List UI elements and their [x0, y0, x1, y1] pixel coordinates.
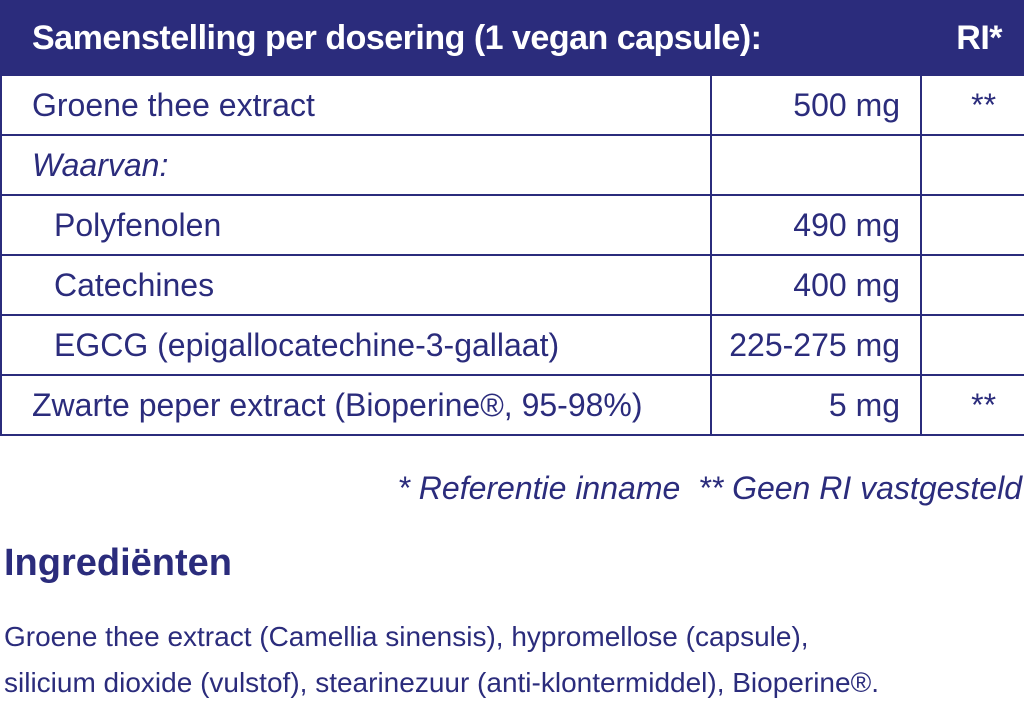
ingredient-name: Catechines — [0, 254, 712, 316]
table-row: Zwarte peper extract (Bioperine®, 95-98%… — [0, 374, 1024, 436]
table-row: Polyfenolen 490 mg — [0, 194, 1024, 256]
ingredient-name: Waarvan: — [0, 134, 712, 196]
footnote-ri: * Referentie inname — [397, 470, 681, 506]
table-row: EGCG (epigallocatechine-3-gallaat) 225-2… — [0, 314, 1024, 376]
table-header-row: Samenstelling per dosering (1 vegan caps… — [0, 0, 1024, 76]
ingredient-name: Zwarte peper extract (Bioperine®, 95-98%… — [0, 374, 712, 436]
ingredient-ri: ** — [920, 74, 1024, 136]
ingredient-ri — [920, 134, 1024, 196]
ingredient-amount: 500 mg — [709, 74, 923, 136]
ingredients-line: silicium dioxide (vulstof), stearinezuur… — [4, 667, 879, 698]
footnote-no-ri: ** Geen RI vastgesteld — [698, 470, 1022, 506]
ingredient-name: Polyfenolen — [0, 194, 712, 256]
table-row: Catechines 400 mg — [0, 254, 1024, 316]
ingredient-amount — [709, 134, 923, 196]
ingredient-ri — [920, 194, 1024, 256]
ingredients-text: Groene thee extract (Camellia sinensis),… — [4, 614, 1020, 706]
ingredients-heading: Ingrediënten — [4, 542, 233, 584]
ingredient-amount: 5 mg — [709, 374, 923, 436]
table-header-title: Samenstelling per dosering (1 vegan caps… — [0, 0, 923, 76]
ingredient-amount: 400 mg — [709, 254, 923, 316]
table-row: Waarvan: — [0, 134, 1024, 196]
ingredient-amount: 225-275 mg — [709, 314, 923, 376]
table-header-ri: RI* — [920, 0, 1024, 76]
ingredients-line: Groene thee extract (Camellia sinensis),… — [4, 621, 809, 652]
table-row: Groene thee extract 500 mg ** — [0, 74, 1024, 136]
ingredient-name: Groene thee extract — [0, 74, 712, 136]
composition-table: Samenstelling per dosering (1 vegan caps… — [0, 0, 1024, 436]
ingredient-ri: ** — [920, 374, 1024, 436]
ingredient-name: EGCG (epigallocatechine-3-gallaat) — [0, 314, 712, 376]
ingredient-ri — [920, 314, 1024, 376]
ingredient-amount: 490 mg — [709, 194, 923, 256]
ingredient-ri — [920, 254, 1024, 316]
footnote: * Referentie inname ** Geen RI vastgestel… — [397, 470, 1022, 507]
